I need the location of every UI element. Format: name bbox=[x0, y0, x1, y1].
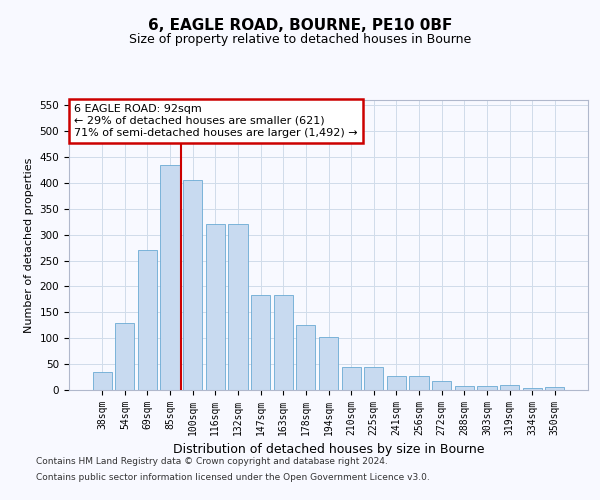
Bar bbox=[138, 250, 157, 390]
Bar bbox=[251, 295, 270, 390]
Bar bbox=[387, 376, 406, 390]
Bar bbox=[183, 180, 202, 390]
Bar bbox=[500, 385, 519, 390]
Bar bbox=[409, 376, 428, 390]
Bar bbox=[523, 388, 542, 390]
Bar bbox=[545, 387, 565, 390]
Bar bbox=[319, 336, 338, 390]
Bar bbox=[341, 367, 361, 390]
Bar bbox=[160, 164, 180, 390]
Bar bbox=[364, 367, 383, 390]
X-axis label: Distribution of detached houses by size in Bourne: Distribution of detached houses by size … bbox=[173, 444, 484, 456]
Text: 6, EAGLE ROAD, BOURNE, PE10 0BF: 6, EAGLE ROAD, BOURNE, PE10 0BF bbox=[148, 18, 452, 32]
Bar bbox=[274, 295, 293, 390]
Text: 6 EAGLE ROAD: 92sqm
← 29% of detached houses are smaller (621)
71% of semi-detac: 6 EAGLE ROAD: 92sqm ← 29% of detached ho… bbox=[74, 104, 358, 138]
Bar bbox=[477, 386, 497, 390]
Y-axis label: Number of detached properties: Number of detached properties bbox=[24, 158, 34, 332]
Text: Contains HM Land Registry data © Crown copyright and database right 2024.: Contains HM Land Registry data © Crown c… bbox=[36, 458, 388, 466]
Bar bbox=[432, 381, 451, 390]
Text: Size of property relative to detached houses in Bourne: Size of property relative to detached ho… bbox=[129, 32, 471, 46]
Text: Contains public sector information licensed under the Open Government Licence v3: Contains public sector information licen… bbox=[36, 472, 430, 482]
Bar bbox=[92, 372, 112, 390]
Bar bbox=[455, 386, 474, 390]
Bar bbox=[229, 224, 248, 390]
Bar bbox=[206, 224, 225, 390]
Bar bbox=[296, 326, 316, 390]
Bar bbox=[115, 322, 134, 390]
